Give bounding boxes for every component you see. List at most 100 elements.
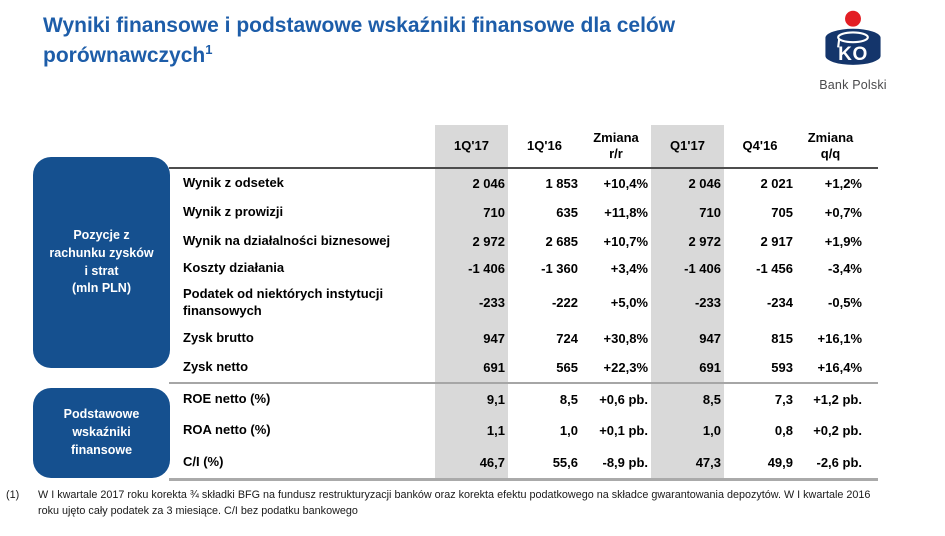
value-cell: -222 xyxy=(551,295,578,310)
value-cell: 9,1 xyxy=(486,392,505,407)
value-cell: 1 853 xyxy=(545,176,578,191)
table-row: Wynik z odsetek 2 046 1 853 +10,4% 2 046 2 02… xyxy=(169,169,878,198)
value-cell: 2 046 xyxy=(472,176,505,191)
row-label: Zysk brutto xyxy=(183,329,254,345)
income-statement-rows: Wynik z odsetek 2 046 1 853 +10,4% 2 046 2 02… xyxy=(169,169,878,382)
value-cell: 1,0 xyxy=(559,423,578,438)
column-header-1q16: 1Q'16 xyxy=(527,138,562,154)
svg-text:KO: KO xyxy=(838,44,868,65)
value-cell: 47,3 xyxy=(695,454,721,470)
value-cell: 691 xyxy=(699,360,721,375)
footnote-text: W I kwartale 2017 roku korekta ¾ składki… xyxy=(38,489,871,518)
value-cell: 0,8 xyxy=(774,423,793,438)
highlight-column-1q17 xyxy=(435,125,508,478)
value-cell: 2 972 xyxy=(472,233,505,249)
column-header-q117: Q1'17 xyxy=(670,138,705,154)
table-row: Zysk netto 691 565 +22,3% 691 593 +16,4% xyxy=(169,353,878,382)
value-cell: -1 456 xyxy=(756,261,793,276)
footnote: (1) W I kwartale 2017 roku korekta ¾ skł… xyxy=(6,487,940,519)
financial-table: 1Q'17 1Q'16 Zmiana r/r Q1'17 Q4'16 Zmiana… xyxy=(169,125,878,481)
value-cell: +0,7% xyxy=(824,205,862,220)
value-cell: 947 xyxy=(699,330,721,346)
value-cell: 710 xyxy=(699,205,721,220)
value-cell: +1,9% xyxy=(824,233,862,249)
value-cell: 2 685 xyxy=(545,233,578,249)
value-cell: 7,3 xyxy=(774,392,793,407)
value-cell: 724 xyxy=(556,330,578,346)
value-cell: -2,6 pb. xyxy=(816,454,862,470)
value-cell: -1 406 xyxy=(468,261,505,276)
row-label: ROE netto (%) xyxy=(183,391,271,407)
table-row: Koszty działania -1 406 -1 360 +3,4% -1 406 -… xyxy=(169,255,878,282)
value-cell: 2 046 xyxy=(688,176,721,191)
value-cell: 2 972 xyxy=(688,233,721,249)
value-cell: 947 xyxy=(483,330,505,346)
value-cell: 593 xyxy=(771,360,793,375)
value-cell: 815 xyxy=(771,330,793,346)
value-cell: 635 xyxy=(556,205,578,220)
section-divider xyxy=(169,382,878,384)
value-cell: +22,3% xyxy=(603,360,648,375)
value-cell: +0,1 pb. xyxy=(599,423,648,438)
value-cell: +1,2% xyxy=(824,176,862,191)
table-row: ROE netto (%) 9,1 8,5 +0,6 pb. 8,5 7,3 +1,2 pb… xyxy=(169,384,878,415)
title-footnote-ref: 1 xyxy=(205,41,213,57)
value-cell: 55,6 xyxy=(552,454,578,470)
highlight-column-q117 xyxy=(651,125,724,478)
key-ratio-rows: ROE netto (%) 9,1 8,5 +0,6 pb. 8,5 7,3 +1,2 pb… xyxy=(169,384,878,478)
value-cell: -233 xyxy=(478,295,505,310)
value-cell: 691 xyxy=(483,360,505,375)
section-label-key-ratios: Podstawowe wskaźniki finansowe xyxy=(33,388,170,478)
table-row: Wynik na działalności biznesowej 2 972 2 6… xyxy=(169,227,878,255)
table-row: Podatek od niektórych instytucji finanso… xyxy=(169,282,878,323)
value-cell: -1 406 xyxy=(684,261,721,276)
value-cell: 49,9 xyxy=(767,454,793,470)
value-cell: +16,1% xyxy=(817,330,862,346)
value-cell: +1,2 pb. xyxy=(813,392,862,407)
page-title-text: Wyniki finansowe i podstawowe wskaźniki … xyxy=(43,14,676,67)
column-header-q416: Q4'16 xyxy=(742,138,778,154)
table-row: Zysk brutto 947 724 +30,8% 947 815 +16,1% xyxy=(169,323,878,353)
value-cell: +0,2 pb. xyxy=(813,423,862,438)
value-cell: 565 xyxy=(556,360,578,375)
value-cell: 1,0 xyxy=(702,423,721,438)
value-cell: +10,7% xyxy=(603,233,648,249)
value-cell: 1,1 xyxy=(486,423,505,438)
table-row: ROA netto (%) 1,1 1,0 +0,1 pb. 1,0 0,8 +0,2 pb… xyxy=(169,415,878,446)
value-cell: -0,5% xyxy=(828,295,862,310)
table-header-row: 1Q'17 1Q'16 Zmiana r/r Q1'17 Q4'16 Zmiana… xyxy=(169,125,878,169)
value-cell: -1 360 xyxy=(541,261,578,276)
row-label: Koszty działania xyxy=(183,260,285,276)
pko-logo: KO Bank Polski xyxy=(812,10,894,92)
value-cell: 8,5 xyxy=(559,392,578,407)
value-cell: +3,4% xyxy=(610,261,648,276)
row-label: C/I (%) xyxy=(183,453,224,469)
column-header-change-qoq: Zmiana q/q xyxy=(807,130,854,161)
value-cell: 2 917 xyxy=(760,233,793,249)
section-label-income-statement: Pozycje z rachunku zysków i strat (mln P… xyxy=(33,157,170,368)
value-cell: +0,6 pb. xyxy=(599,392,648,407)
value-cell: -8,9 pb. xyxy=(602,454,648,470)
row-label: Podatek od niektórych instytucji finanso… xyxy=(183,286,384,318)
value-cell: +5,0% xyxy=(610,295,648,310)
row-label: Wynik na działalności biznesowej xyxy=(183,232,391,248)
value-cell: 46,7 xyxy=(479,454,505,470)
value-cell: -233 xyxy=(694,295,721,310)
row-label: Zysk netto xyxy=(183,359,249,375)
value-cell: +30,8% xyxy=(603,330,648,346)
header-spacer xyxy=(865,125,878,167)
column-header-change-yoy: Zmiana r/r xyxy=(593,130,639,161)
table-row: Wynik z prowizji 710 635 +11,8% 710 705 +0,7% xyxy=(169,198,878,227)
row-label: Wynik z prowizji xyxy=(183,204,284,220)
footnote-marker: (1) xyxy=(6,489,20,501)
header-spacer xyxy=(169,125,435,167)
value-cell: -234 xyxy=(766,295,793,310)
row-label: Wynik z odsetek xyxy=(183,175,284,191)
value-cell: -3,4% xyxy=(828,261,862,276)
value-cell: +10,4% xyxy=(603,176,648,191)
value-cell: 705 xyxy=(771,205,793,220)
value-cell: 710 xyxy=(483,205,505,220)
page-title: Wyniki finansowe i podstawowe wskaźniki … xyxy=(43,12,688,71)
value-cell: 2 021 xyxy=(760,176,793,191)
